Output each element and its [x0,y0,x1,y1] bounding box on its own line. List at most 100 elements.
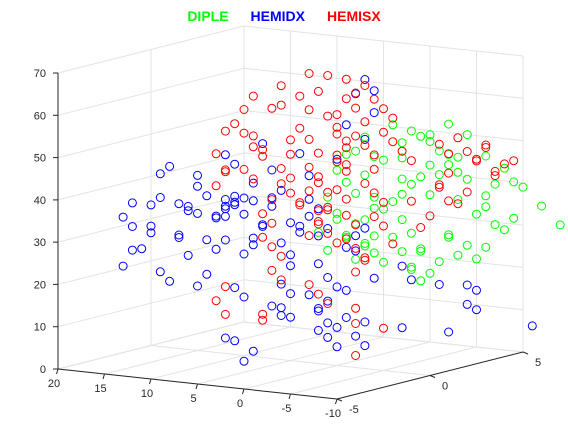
data-point-hemidx [212,245,220,253]
data-point-hemidx [221,236,229,244]
data-point-hemidx [324,319,332,327]
z-tick-label: 30 [34,237,46,249]
y-tick-label: 5 [535,357,541,369]
data-point-hemisx [305,106,313,114]
data-point-hemisx [445,197,453,205]
data-point-diple [445,120,453,128]
data-point-diple [352,189,360,197]
y-tick-mark [523,352,528,354]
data-point-hemidx [240,357,248,365]
data-point-hemisx [305,281,313,289]
data-point-hemisx [221,283,229,291]
x-tick-label: 0 [237,398,243,410]
data-point-hemisx [370,95,378,103]
data-point-diple [389,198,397,206]
data-point-diple [417,173,425,181]
y-tick-label: -5 [349,404,359,416]
data-point-hemidx [324,274,332,282]
data-point-hemidx [194,282,202,290]
data-point-diple [454,251,462,259]
data-point-hemidx [305,291,313,299]
data-point-hemidx [268,166,276,174]
data-point-hemidx [342,314,350,322]
legend-entry-diple: DIPLE [187,6,228,28]
data-point-hemisx [510,157,518,165]
data-point-hemisx [221,166,229,174]
data-point-diple [370,153,378,161]
data-point-hemisx [314,207,322,215]
data-point-hemisx [324,112,332,120]
data-point-hemisx [249,143,257,151]
data-point-hemisx [361,141,369,149]
data-point-hemisx [342,211,350,219]
data-point-hemisx [342,195,350,203]
y-tick-mark [430,376,435,378]
data-point-diple [361,216,369,224]
data-point-hemisx [305,163,313,171]
data-point-hemidx [221,334,229,342]
data-point-hemisx [352,104,360,112]
y-tick-label: 0 [442,381,448,393]
data-point-hemisx [305,70,313,78]
data-point-diple [538,202,546,210]
x-tick-label: 10 [141,388,153,400]
data-point-hemidx [119,213,127,221]
data-point-diple [398,216,406,224]
x-tick-label: 5 [190,393,196,405]
data-point-hemidx [166,277,174,285]
data-point-hemidx [203,192,211,200]
data-point-hemisx [268,266,276,274]
data-point-hemidx [305,212,313,220]
data-point-hemisx [305,135,313,143]
data-point-hemidx [166,162,174,170]
data-point-hemisx [314,87,322,95]
x-tick-label: 20 [48,378,60,390]
data-point-diple [556,221,564,229]
data-point-hemisx [221,127,229,135]
data-point-hemidx [352,232,360,240]
data-point-hemisx [407,197,415,205]
data-point-diple [342,178,350,186]
data-point-hemisx [417,224,425,232]
data-point-hemidx [296,150,304,158]
z-tick-label: 70 [34,68,46,80]
y-tick-mark [337,399,342,401]
data-point-hemidx [277,239,285,247]
data-point-diple [370,249,378,257]
data-point-hemisx [231,120,239,128]
data-point-hemisx [212,182,220,190]
x-tick-mark [336,399,338,404]
data-point-hemisx [463,188,471,196]
data-point-hemidx [398,262,406,270]
data-point-hemisx [277,82,285,90]
data-point-hemisx [259,210,267,218]
data-point-hemisx [314,290,322,298]
data-point-hemidx [435,281,443,289]
data-point-hemidx [119,262,127,270]
data-point-hemidx [445,328,453,336]
data-point-diple [417,277,425,285]
data-point-hemidx [361,318,369,326]
data-point-diple [352,255,360,263]
data-point-hemidx [203,236,211,244]
data-point-hemisx [221,310,229,318]
data-point-hemidx [370,274,378,282]
data-point-diple [407,180,415,188]
data-point-hemidx [231,160,239,168]
data-point-hemisx [221,168,229,176]
data-point-hemidx [324,225,332,233]
data-point-hemisx [277,252,285,260]
data-point-hemidx [342,243,350,251]
data-point-diple [482,243,490,251]
data-point-hemisx [361,180,369,188]
z-tick-label: 20 [34,279,46,291]
data-point-hemidx [407,276,415,284]
data-point-diple [454,153,462,161]
data-point-hemisx [249,92,257,100]
data-point-diple [491,180,499,188]
data-point-hemisx [324,229,332,237]
data-point-diple [510,214,518,222]
data-point-hemidx [184,251,192,259]
z-tick-label: 40 [34,195,46,207]
data-point-diple [398,190,406,198]
